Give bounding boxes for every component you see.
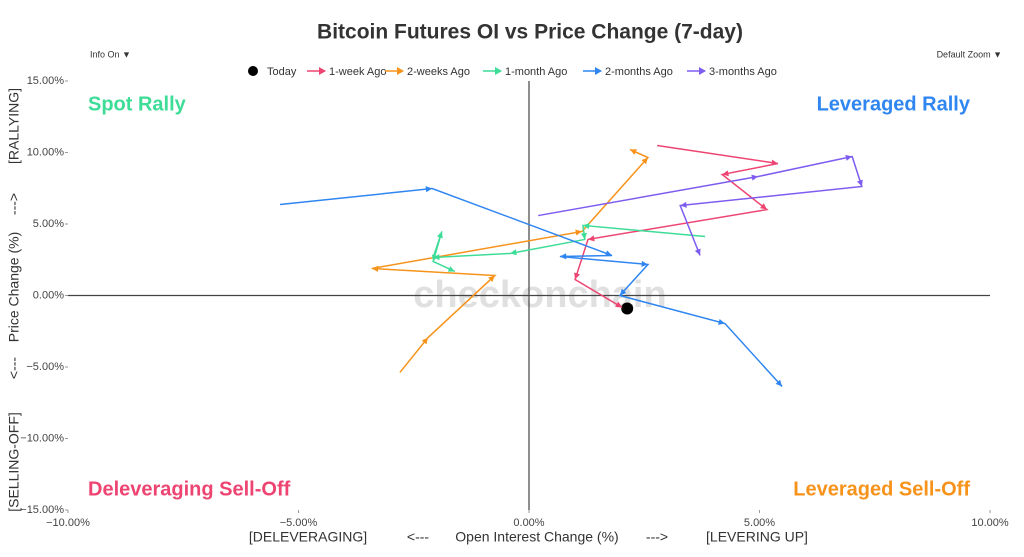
arrow-marker — [629, 149, 637, 155]
legend-label: 1-week Ago — [329, 66, 386, 78]
arrow-marker — [588, 235, 595, 242]
arrow-marker — [718, 318, 725, 325]
arrow-marker — [775, 379, 783, 387]
series-line — [279, 187, 783, 387]
arrow-marker — [574, 272, 580, 280]
arrow-marker — [421, 337, 429, 345]
x-axis-title: Open Interest Change (%) — [455, 529, 618, 545]
arrow-marker — [680, 201, 687, 208]
y-axis-title: [RALLYING] — [6, 88, 22, 164]
x-axis-title: [LEVERING UP] — [706, 529, 808, 545]
legend-label: 2-weeks Ago — [407, 66, 470, 78]
x-tick-label: 0.00% — [513, 517, 544, 529]
legend-item[interactable]: 1-month Ago — [483, 66, 567, 78]
legend-symbol — [595, 67, 602, 75]
x-axis-title: ---> — [646, 529, 668, 545]
legend-symbol — [495, 67, 502, 75]
y-axis-title: <--- — [6, 357, 22, 380]
today-point — [621, 302, 634, 315]
arrow-marker — [488, 275, 495, 282]
quadrant-label: Deleveraging Sell-Off — [88, 478, 291, 500]
arrow-marker — [425, 186, 433, 193]
arrow-marker — [619, 288, 627, 296]
y-tick-label: 10.00% — [27, 146, 65, 158]
arrow-marker — [436, 231, 443, 239]
y-tick-label: −5.00% — [26, 361, 64, 373]
arrow-marker — [582, 222, 590, 230]
legend-label: 3-months Ago — [709, 66, 777, 78]
legend-symbol — [248, 66, 258, 76]
legend-symbol — [397, 67, 404, 75]
x-axis-title: <--- — [407, 529, 430, 545]
arrow-marker — [371, 265, 379, 272]
legend-label: Today — [267, 66, 297, 78]
arrow-marker — [722, 170, 729, 177]
y-tick-label: 5.00% — [33, 218, 64, 230]
arrow-marker — [575, 229, 583, 236]
x-tick-label: 10.00% — [971, 517, 1009, 529]
legend-item[interactable]: Today — [248, 66, 297, 78]
arrow-marker — [771, 159, 778, 166]
chart-title: Bitcoin Futures OI vs Price Change (7-da… — [317, 21, 743, 44]
x-axis-title: [DELEVERAGING] — [249, 529, 367, 545]
y-tick-label: −15.00% — [20, 504, 64, 516]
legend-label: 2-months Ago — [605, 66, 673, 78]
legend-item[interactable]: 1-week Ago — [307, 66, 386, 78]
arrow-marker — [559, 253, 567, 260]
x-tick-label: 5.00% — [744, 517, 775, 529]
zoom-select[interactable]: Default Zoom ▼ — [937, 49, 1002, 59]
legend-symbol — [319, 67, 326, 75]
y-axis-title: ---> — [6, 193, 22, 215]
legend-item[interactable]: 3-months Ago — [687, 66, 777, 78]
legend-item[interactable]: 2-weeks Ago — [385, 66, 470, 78]
arrow-marker — [751, 174, 759, 181]
arrow-marker — [580, 232, 587, 240]
y-tick-label: 0.00% — [33, 289, 64, 301]
y-axis-title: [SELLING-OFF] — [6, 412, 22, 512]
y-tick-label: −10.00% — [20, 432, 64, 444]
legend-symbol — [699, 67, 706, 75]
y-axis-title: Price Change (%) — [6, 232, 22, 343]
series-line — [538, 155, 863, 256]
legend-item[interactable]: 2-months Ago — [583, 66, 673, 78]
arrow-marker — [431, 254, 438, 262]
arrow-marker — [845, 154, 853, 161]
x-tick-label: −5.00% — [280, 517, 318, 529]
quadrant-label: Leveraged Rally — [817, 93, 971, 115]
y-tick-label: 15.00% — [27, 75, 65, 87]
arrow-marker — [694, 248, 701, 256]
arrow-marker — [615, 301, 623, 308]
quadrant-label: Leveraged Sell-Off — [793, 478, 970, 500]
legend-label: 1-month Ago — [505, 66, 567, 78]
arrow-marker — [605, 250, 612, 257]
arrow-marker — [641, 260, 648, 267]
arrow-marker — [857, 179, 863, 187]
arrow-marker — [447, 266, 455, 272]
x-tick-label: −10.00% — [46, 517, 90, 529]
info-toggle[interactable]: Info On ▼ — [90, 49, 131, 59]
quadrant-label: Spot Rally — [88, 93, 187, 115]
arrow-marker — [510, 249, 517, 256]
series-line — [432, 224, 706, 273]
arrow-marker — [641, 157, 648, 165]
arrow-marker — [760, 203, 767, 210]
